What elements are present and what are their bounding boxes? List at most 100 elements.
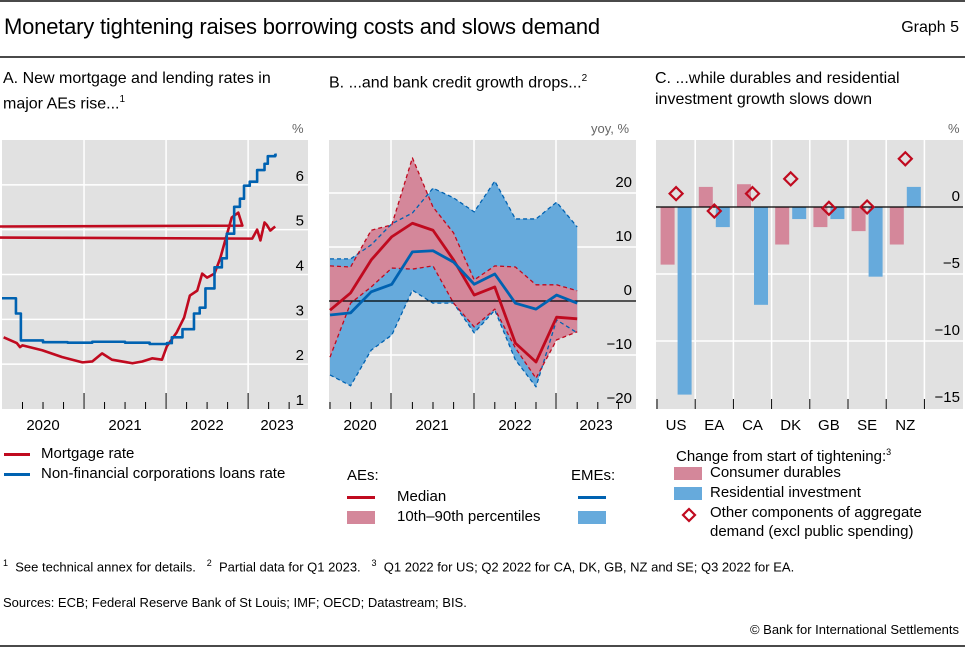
footnote-2: Partial data for Q1 2023.: [219, 559, 361, 575]
mortgage-rate-line: [0, 211, 277, 365]
panel-b-unit: yoy, %: [591, 121, 630, 136]
residential-bar-nz: [906, 186, 921, 207]
panel-c-ytick-label: −10: [935, 322, 960, 339]
residential-bar-se: [868, 207, 883, 277]
legend-swatch-aes-median: [347, 496, 375, 499]
panel-a-title-text: A. New mortgage and lending rates in maj…: [3, 70, 271, 113]
legend-label-nfc: Non-financial corporations loans rate: [41, 465, 286, 482]
durables-bar-se: [851, 207, 866, 232]
panel-a-ytick-label: 1: [296, 392, 304, 409]
legend-label-percentiles: 10th–90th percentiles: [397, 508, 541, 525]
aes-10th-line: [329, 265, 578, 379]
panel-a-xtick-label: 2023: [260, 417, 293, 434]
legend-swatch-mortgage: [4, 453, 30, 456]
other-demand-marker-us: [668, 185, 685, 202]
panel-c-legend: Change from start of tightening:3 Consum…: [640, 441, 965, 551]
aes-90th-line: [329, 157, 578, 292]
panel-b-ytick-label: −10: [607, 336, 632, 353]
legend-label-median: Median: [397, 488, 447, 505]
bottom-rule: [0, 645, 965, 647]
durables-bar-nz: [889, 207, 904, 245]
panel-a-xtick-label: 2021: [108, 417, 141, 434]
other-demand-marker-se: [859, 198, 876, 216]
residential-bar-us: [677, 207, 692, 395]
legend-swatch-nfc: [4, 473, 30, 476]
other-demand-marker-gb: [820, 200, 837, 217]
panel-a-plot: 1 2 3 4 5 6 2020 2021 2022 2023: [0, 140, 308, 434]
legend-swatch-emes-band: [578, 511, 606, 524]
panel-c-plot: −15 −10 −5 0 US EA CA DK GB SE NZ: [656, 140, 963, 434]
residential-bar-gb: [830, 207, 845, 220]
legend-c-heading: Change from start of tightening:3: [676, 443, 891, 466]
residential-bar-dk: [792, 207, 807, 220]
panel-c-category-label-se: SE: [857, 417, 877, 434]
aes-median-line: [329, 221, 578, 364]
panel-a-ytick-label: 3: [296, 302, 304, 319]
legend-label-durables: Consumer durables: [710, 464, 841, 481]
footnotes: 1 See technical annex for details. 2 Par…: [3, 558, 794, 574]
legend-c-heading-text: Change from start of tightening:: [676, 448, 887, 465]
panel-b-ytick-label: 0: [624, 282, 632, 299]
footnote-1: See technical annex for details.: [15, 559, 196, 575]
other-demand-marker-nz: [897, 150, 914, 167]
panel-b-xtick-label: 2020: [343, 417, 376, 434]
emes-median-line: [329, 249, 578, 317]
legend-c-footnote-ref: 3: [886, 447, 892, 457]
panel-a-unit: %: [292, 121, 304, 136]
panel-b-xtick-label: 2021: [415, 417, 448, 434]
residential-bar-ca: [754, 207, 768, 305]
other-demand-marker-ea: [706, 202, 723, 220]
panel-c-category-label-dk: DK: [780, 417, 801, 434]
legend-swatch-emes-median: [578, 496, 606, 499]
panel-b-legend: AEs: EMEs: Median 10th–90th percentiles: [320, 441, 640, 525]
fn2-marker: 2: [206, 558, 212, 568]
panel-a-xtick-label: 2020: [26, 417, 59, 434]
panel-b-title: B. ...and bank credit growth drops...2: [329, 68, 639, 93]
panel-c-ytick-label: −15: [935, 389, 960, 406]
residential-bar-ea: [715, 207, 730, 228]
panel-c-category-label-gb: GB: [818, 417, 840, 434]
graph-number: Graph 5: [901, 19, 959, 36]
top-rule: [0, 0, 965, 2]
panel-c-title: C. ...while durables and residential inv…: [655, 68, 955, 110]
legend-swatch-durables: [674, 467, 702, 480]
nfc-loans-rate-line: [2, 153, 277, 346]
legend-label-mortgage: Mortgage rate: [41, 445, 135, 462]
panel-c-title-text: C. ...while durables and residential inv…: [655, 70, 900, 108]
panel-b-footnote-ref: 2: [581, 73, 588, 84]
panel-b-ytick-label: 20: [615, 174, 632, 191]
fn1-marker: 1: [3, 558, 9, 568]
emes-90th-line: [330, 180, 578, 260]
durables-bar-dk: [775, 207, 790, 245]
panel-a-xtick-label: 2022: [190, 417, 223, 434]
panel-a-ytick-label: 5: [296, 213, 304, 230]
panel-b-ytick-label: 10: [615, 228, 632, 245]
durables-bar-ea: [698, 186, 713, 207]
legend-swatch-aes-band: [347, 511, 375, 524]
legend-swatch-residential: [674, 487, 702, 500]
panel-a-ytick-label: 2: [296, 347, 304, 364]
legend-emes-heading: EMEs:: [571, 467, 616, 484]
other-demand-marker-dk: [782, 170, 799, 187]
panel-b-title-text: B. ...and bank credit growth drops...: [329, 74, 582, 92]
panel-c-ytick-label: 0: [952, 188, 960, 205]
panel-a-ytick-label: 4: [296, 258, 304, 275]
panel-a-footnote-ref: 1: [119, 94, 126, 105]
legend-aes-heading: AEs:: [347, 467, 379, 484]
durables-bar-gb: [813, 207, 828, 228]
panel-a-ytick-label: 6: [296, 168, 304, 185]
panel-b-xtick-label: 2023: [579, 417, 612, 434]
copyright: © Bank for International Settlements: [749, 622, 959, 637]
legend-label-residential: Residential investment: [710, 484, 861, 501]
title-rule: [0, 56, 965, 58]
panel-c-category-label-nz: NZ: [895, 417, 915, 434]
fn3-marker: 3: [371, 558, 377, 568]
graph-title: Monetary tightening raises borrowing cos…: [4, 14, 600, 39]
panel-a-title: A. New mortgage and lending rates in maj…: [3, 68, 303, 114]
panel-c-category-label-us: US: [666, 417, 687, 434]
durables-bar-us: [660, 207, 675, 265]
aes-percentile-band: [330, 157, 578, 379]
panel-a-legend: Mortgage rate Non-financial corporations…: [0, 441, 320, 501]
